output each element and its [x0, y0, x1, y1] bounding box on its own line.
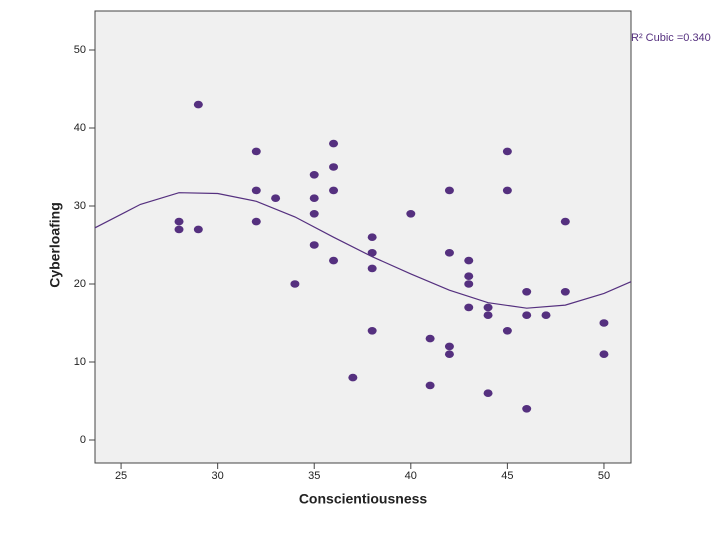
x-axis-label: Conscientiousness: [299, 491, 428, 507]
point: [541, 311, 551, 319]
point: [502, 147, 512, 156]
plot-area: [94, 10, 632, 464]
point: [464, 303, 474, 312]
y-tick-label: 0: [80, 434, 86, 446]
point: [425, 334, 435, 343]
point: [483, 311, 493, 319]
point: [464, 280, 474, 288]
point: [560, 217, 570, 226]
point: [290, 280, 300, 288]
point: [464, 256, 474, 265]
point: [174, 225, 184, 234]
point: [444, 186, 454, 195]
point: [464, 272, 474, 280]
point: [367, 233, 377, 241]
point: [271, 194, 281, 202]
point: [329, 256, 339, 265]
x-tick-label: 40: [405, 470, 417, 482]
point: [367, 248, 377, 257]
point: [599, 350, 609, 358]
point: [560, 287, 570, 296]
point: [193, 225, 203, 234]
y-axis-label: Cyberloafing: [47, 202, 63, 288]
y-tick-label: 20: [74, 278, 86, 290]
y-tick-label: 40: [74, 122, 86, 134]
x-tick-label: 45: [501, 470, 513, 482]
point: [251, 186, 261, 195]
x-tick-label: 25: [115, 470, 127, 482]
x-tick-label: 35: [308, 470, 320, 482]
point: [483, 303, 493, 312]
y-tick-label: 30: [74, 200, 86, 212]
y-tick-label: 50: [74, 44, 86, 56]
point: [329, 186, 339, 195]
x-tick-label: 50: [598, 470, 610, 482]
point: [444, 342, 454, 351]
point: [425, 381, 435, 390]
point: [502, 326, 512, 335]
point: [251, 147, 261, 156]
point: [309, 170, 319, 179]
point: [329, 163, 339, 171]
point: [522, 404, 532, 413]
point: [174, 217, 184, 226]
point: [522, 287, 532, 296]
point: [444, 350, 454, 358]
point: [522, 311, 532, 319]
point: [329, 139, 339, 148]
point: [599, 319, 609, 327]
point: [309, 241, 319, 249]
y-tick-label: 10: [74, 356, 86, 368]
point: [444, 248, 454, 257]
point: [406, 209, 416, 218]
point: [502, 186, 512, 195]
point: [483, 389, 493, 397]
point: [309, 209, 319, 218]
point: [367, 326, 377, 335]
fit-line: [94, 192, 632, 309]
point: [367, 264, 377, 273]
point: [309, 194, 319, 202]
point: [193, 100, 203, 109]
point: [348, 373, 358, 382]
x-tick-label: 30: [212, 470, 224, 482]
point: [251, 217, 261, 226]
fit-label: R² Cubic =0.340: [631, 32, 711, 44]
